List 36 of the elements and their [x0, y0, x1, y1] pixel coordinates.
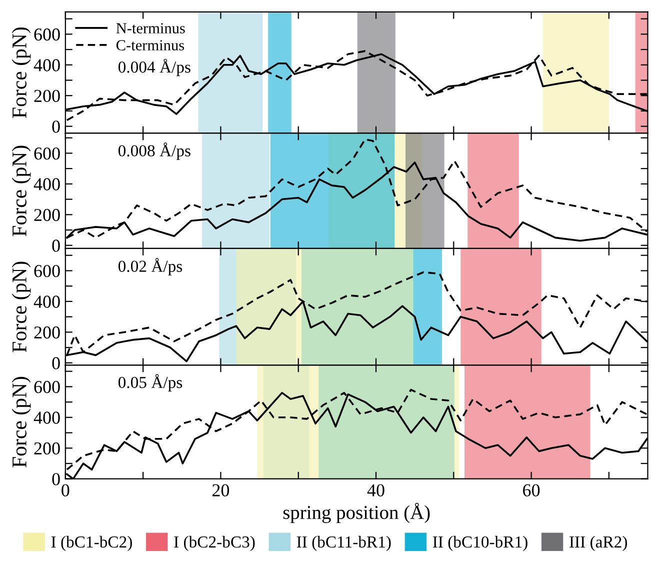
legend-label: II (bC11-bR1) [296, 536, 391, 551]
y-axis-title: Force (pN) [12, 376, 31, 468]
legend-label: C-terminus [116, 40, 184, 50]
legend-label: II (bC10-bR1) [432, 536, 528, 551]
y-tick-label: 0 [52, 473, 60, 486]
y-tick-label: 200 [34, 90, 60, 102]
y-tick-label: 600 [34, 380, 60, 394]
y-tick-label: 0 [52, 357, 60, 370]
y-tick-label: 600 [34, 147, 60, 160]
y-axis-title: Force (pN) [12, 146, 31, 236]
legend-label: N-terminus [116, 23, 185, 34]
x-tick-label: 20 [212, 484, 230, 496]
annotation: 0.02 Å/ps [118, 258, 182, 276]
y-tick-label: 400 [34, 59, 60, 72]
x-tick-label: 40 [367, 484, 384, 496]
y-tick-label: 400 [34, 178, 60, 190]
annotation: 0.05 Å/ps [118, 374, 182, 392]
y-tick-label: 200 [34, 208, 60, 222]
y-tick-label: 0 [52, 240, 60, 252]
y-tick-label: 400 [34, 412, 60, 424]
y-tick-label: 400 [34, 296, 60, 308]
y-axis-title: Force (pN) [12, 27, 31, 118]
y-tick-label: 0 [52, 120, 60, 133]
x-axis-title: spring position (Å) [283, 502, 430, 524]
x-tick-label: 60 [523, 484, 540, 496]
annotation: 0.008 Å/ps [118, 142, 190, 160]
y-axis-title: Force (pN) [12, 262, 31, 352]
annotation: 0.004 Å/ps [118, 58, 190, 76]
y-tick-label: 600 [34, 28, 60, 41]
y-tick-label: 600 [34, 264, 60, 278]
legend-label: I (bC1-bC2) [51, 536, 132, 551]
legend-label: III (aR2) [570, 536, 627, 551]
y-tick-label: 200 [34, 326, 60, 339]
y-tick-label: 200 [34, 442, 60, 455]
x-tick-label: 0 [62, 484, 70, 496]
legend-label: I (bC2-bC3) [174, 536, 255, 551]
